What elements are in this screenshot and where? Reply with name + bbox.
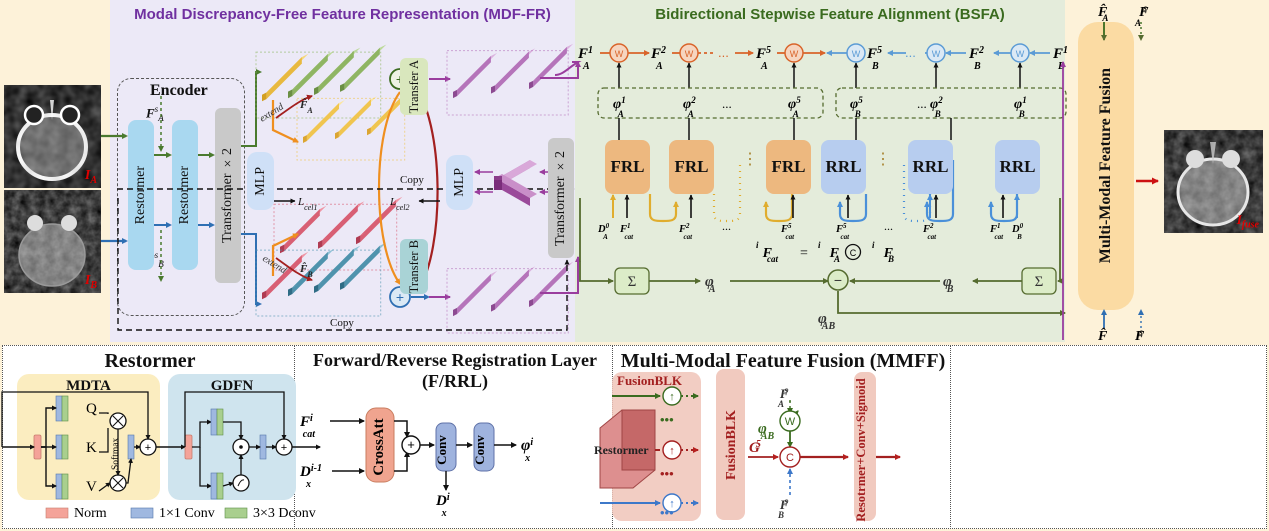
svg-text:F̂A: F̂A	[1097, 3, 1108, 23]
svg-text:Fs: Fs	[1134, 327, 1145, 344]
svg-text:FsA: Fs A	[1134, 3, 1149, 28]
svg-text:F̂: F̂	[1097, 327, 1108, 344]
